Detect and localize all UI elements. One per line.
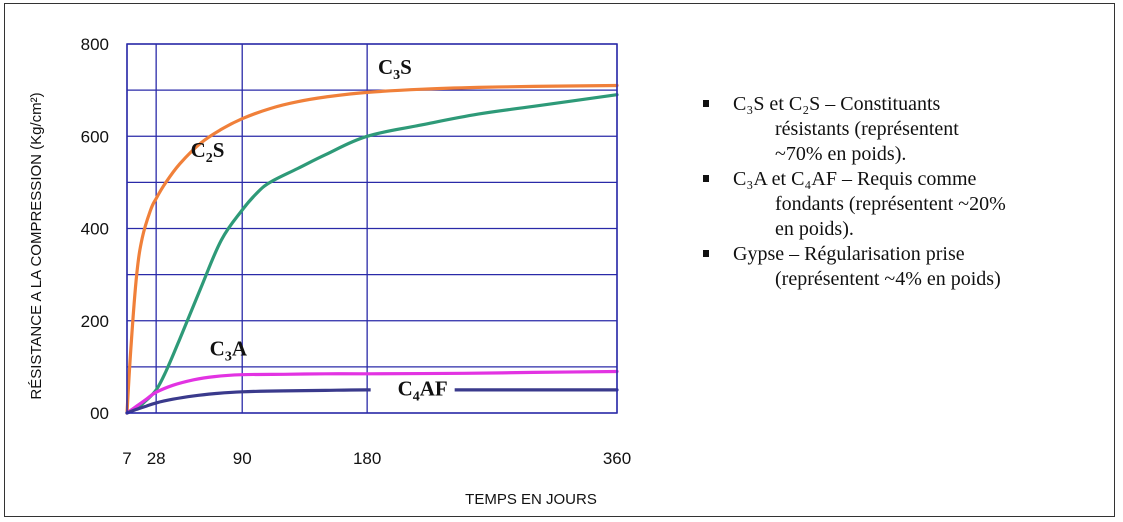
x-tick-label: 90 [233,449,252,468]
series-label-c4af: C4AF [398,376,448,404]
note-line: fondants (représentent ~20% [775,193,1006,215]
note-line: C₃S et C₂S – Constituants [733,93,941,115]
note-item: Gypse – Régularisation prise (représente… [695,242,1115,292]
bullet-icon [703,100,709,107]
y-tick-label: 00 [90,404,109,423]
plot-border [126,43,618,414]
note-line: résistants (représentent [775,118,959,140]
chart-ticks: 00 200 400 600 800 7 28 90 180 360 [81,35,632,468]
series-line-c4af [125,388,619,415]
x-tick-label: 360 [603,449,631,468]
x-axis-label: TEMPS EN JOURS [465,491,597,508]
note-item: C₃S et C₂S – Constituants résistants (re… [695,92,1115,167]
chart-axes [126,43,618,414]
x-tick-label: 28 [147,449,166,468]
series-label-c3s: C3S [378,55,412,83]
note-line: (représentent ~4% en poids) [775,268,1001,290]
note-item: C₃A et C₄AF – Requis comme fondants (rep… [695,167,1115,242]
y-tick-label: 400 [81,220,109,239]
y-tick-label: 600 [81,127,109,146]
note-line: C₃A et C₄AF – Requis comme [733,168,977,190]
note-line: ~70% en poids). [775,143,907,165]
series-line-c2s [125,93,619,415]
bullet-icon [703,250,709,257]
series-label-c3a: C3A [210,336,248,364]
chart-series [125,83,619,415]
x-tick-label: 180 [353,449,381,468]
notes-list: C₃S et C₂S – Constituants résistants (re… [695,92,1115,292]
note-line: en poids). [775,218,854,240]
series-line-c3a [125,369,619,415]
y-tick-label: 200 [81,312,109,331]
series-label-c2s: C2S [191,138,225,166]
y-tick-label: 800 [81,35,109,54]
series-line-c3s [125,83,619,415]
y-axis-label: RÉSISTANCE A LA COMPRESSION (Kg/cm²) [28,92,45,399]
x-tick-label: 7 [122,449,131,468]
figure-frame: 00 200 400 600 800 7 28 90 180 360 RÉSISTANCE A L… [4,3,1115,517]
note-line: Gypse – Régularisation prise [733,243,965,265]
strength-chart: 00 200 400 600 800 7 28 90 180 360 RÉSISTANCE A L… [28,35,632,508]
bullet-icon [703,175,709,182]
chart-grid [126,43,618,414]
series-labels: C3S C2S C3A C4AF [191,55,455,406]
series-label-bg [370,375,455,406]
